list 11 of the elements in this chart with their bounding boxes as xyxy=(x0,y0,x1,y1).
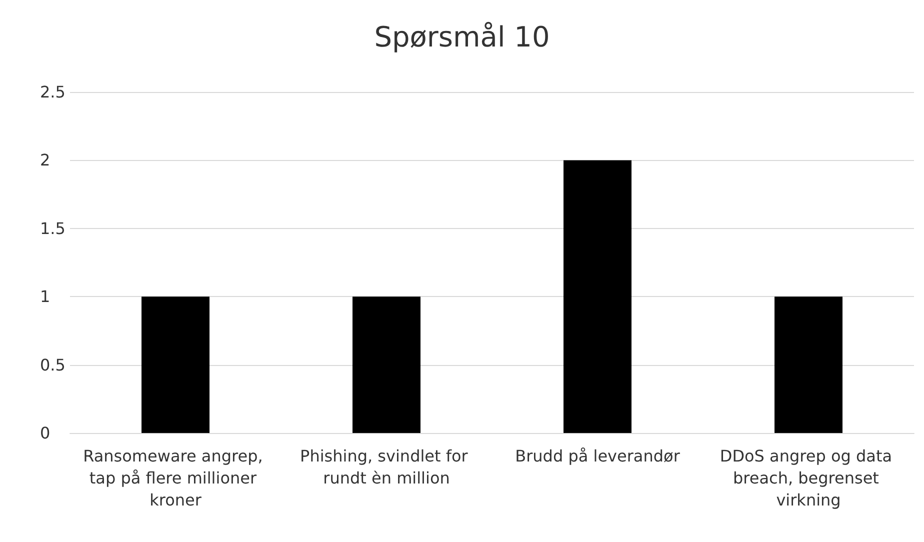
y-tick-label: 0.5 xyxy=(40,355,66,374)
y-tick-label: 2.5 xyxy=(40,82,66,102)
chart-title: Spørsmål 10 xyxy=(374,20,550,54)
x-tick-label: Ransomeware angrep, tap på flere millioner kroner xyxy=(83,446,268,510)
x-tick-label: Brudd på leverandør xyxy=(515,446,680,466)
y-tick-label: 2 xyxy=(40,150,50,170)
x-tick-label: Phishing, svindlet for rundt èn million xyxy=(300,446,473,488)
x-tick-label: DDoS angrep og data breach, begrenset virkning xyxy=(720,446,898,510)
y-tick-label: 1 xyxy=(40,287,50,306)
y-tick-label: 0 xyxy=(40,424,50,442)
y-tick-label: 1.5 xyxy=(40,218,66,238)
